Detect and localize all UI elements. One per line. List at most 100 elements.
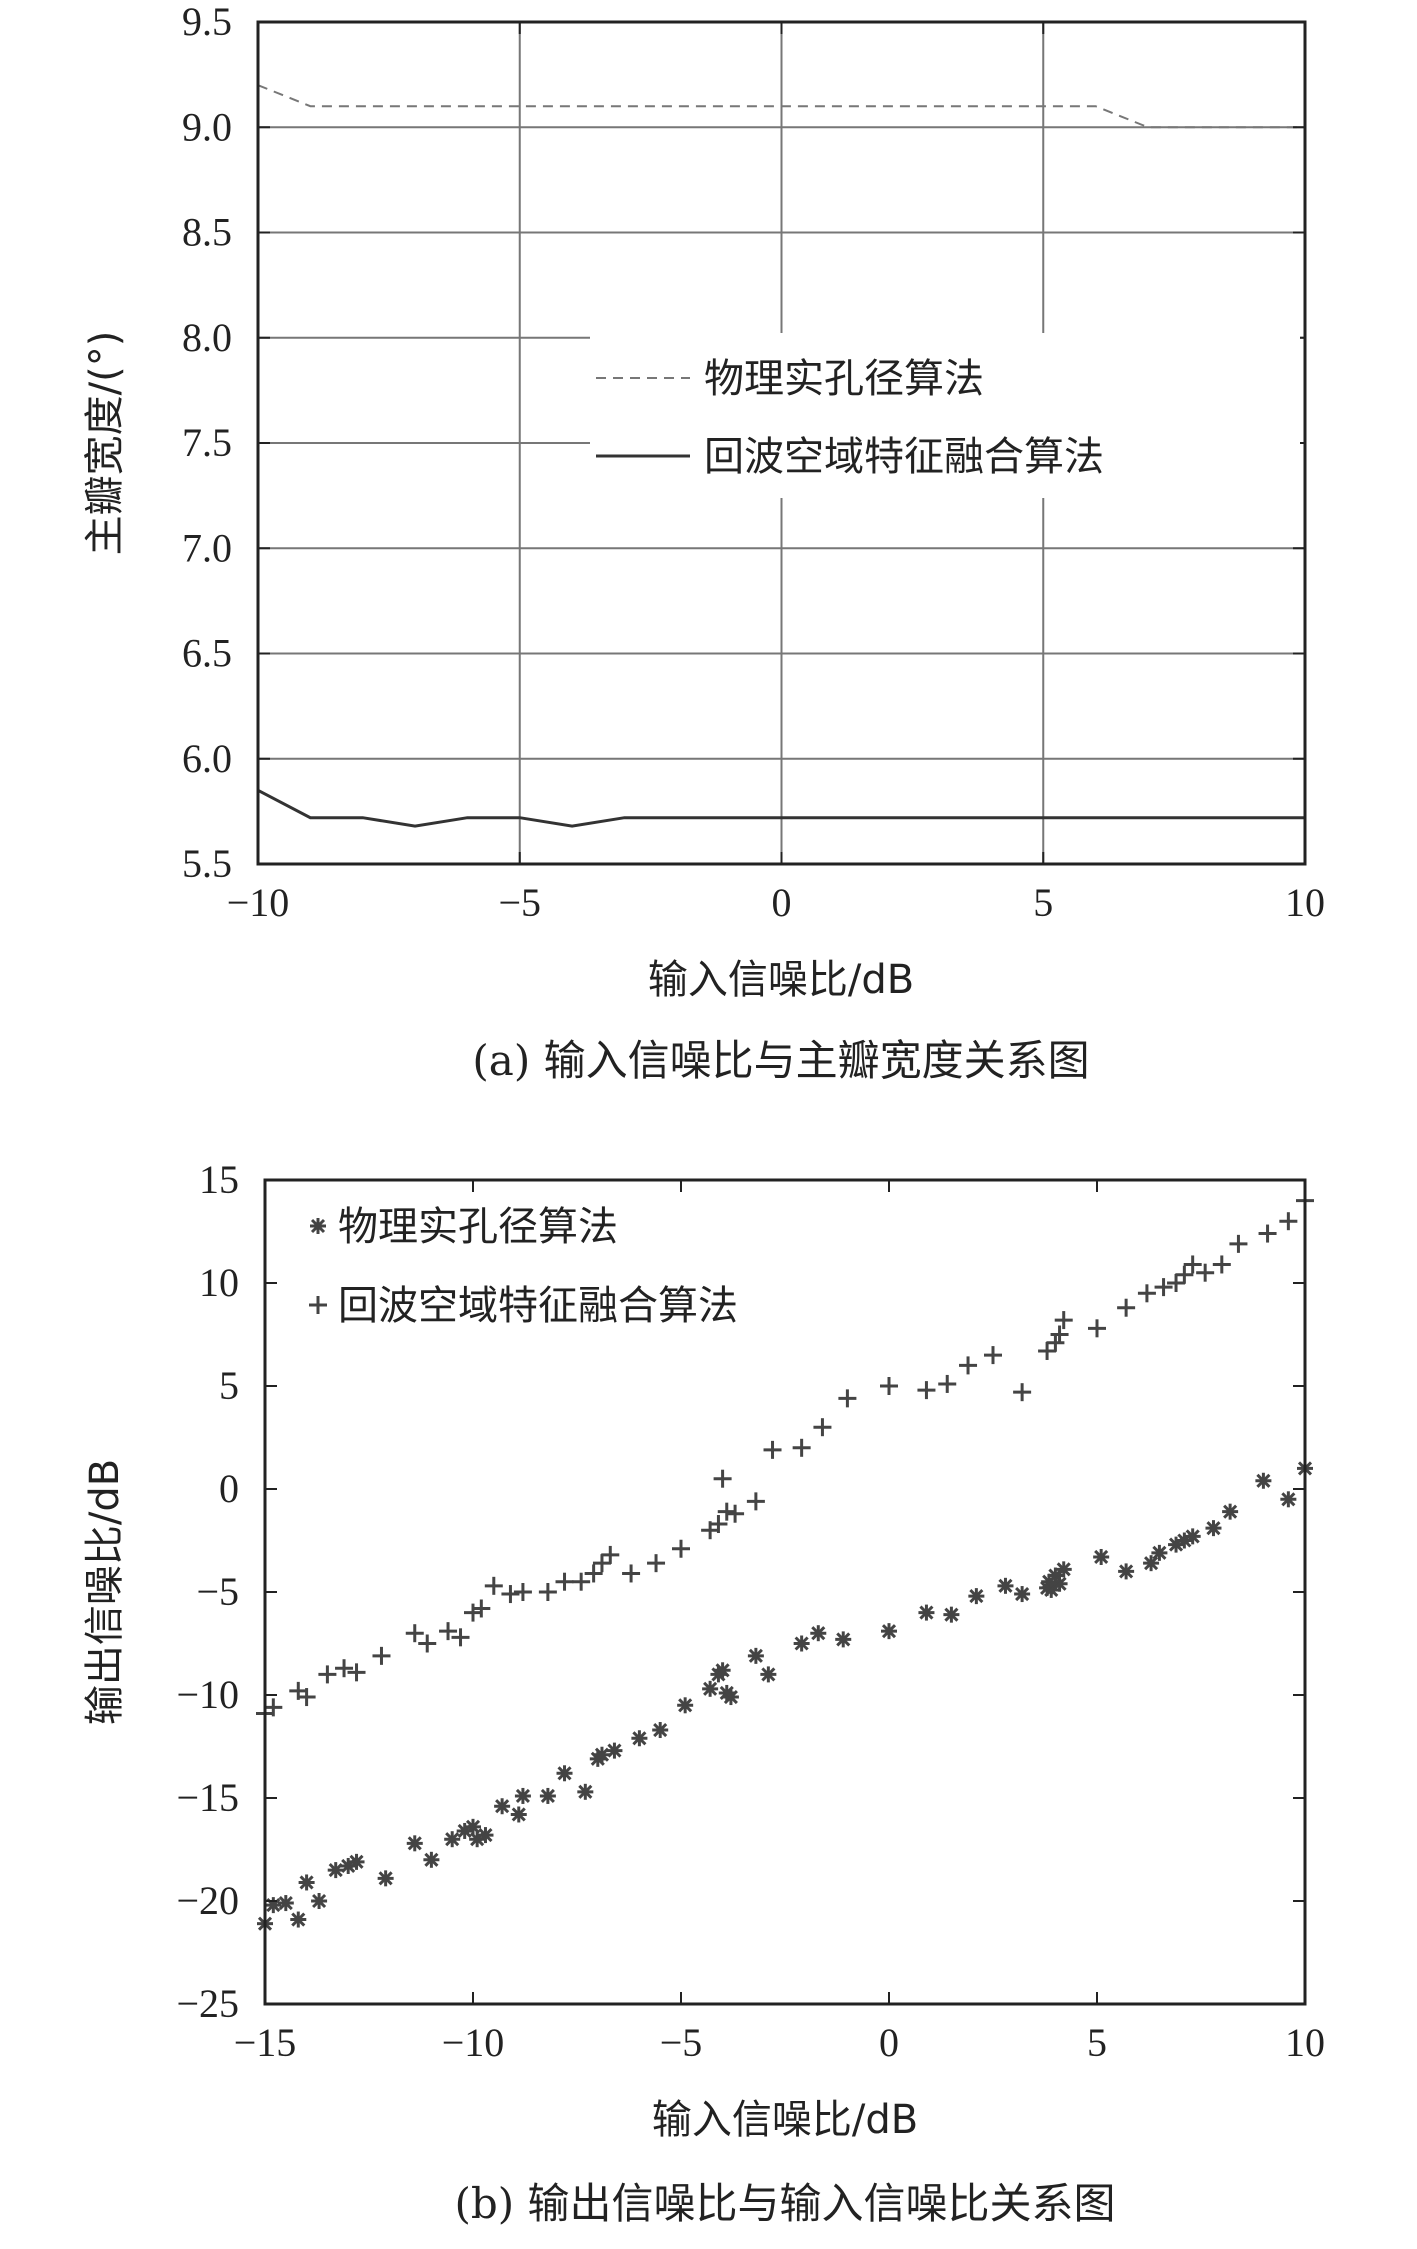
asterisk-point bbox=[1205, 1520, 1222, 1537]
asterisk-point bbox=[722, 1689, 739, 1706]
panel-b-ytick-label: −25 bbox=[176, 1981, 239, 2026]
plus-point bbox=[746, 1492, 765, 1511]
plus-point bbox=[792, 1438, 811, 1457]
panel-a-ytick-label: 6.0 bbox=[182, 736, 232, 781]
asterisk-point bbox=[510, 1806, 527, 1823]
asterisk-point bbox=[1143, 1555, 1160, 1572]
plus-point bbox=[513, 1583, 532, 1601]
panel-a-xtick-label: −5 bbox=[498, 880, 541, 925]
panel-b-ytick-label: −5 bbox=[196, 1569, 239, 1614]
panel-b-ytick-label: −20 bbox=[176, 1878, 239, 1923]
plus-point bbox=[1117, 1298, 1136, 1317]
plus-point bbox=[713, 1469, 732, 1488]
asterisk-point bbox=[793, 1635, 810, 1652]
asterisk-point bbox=[514, 1787, 531, 1804]
panel-b-xtick-label: −15 bbox=[234, 2020, 297, 2065]
plus-point bbox=[622, 1564, 641, 1583]
panel-b-xtick-label: 5 bbox=[1087, 2020, 1107, 2065]
asterisk-point bbox=[1118, 1563, 1135, 1580]
plus-point bbox=[347, 1663, 366, 1682]
asterisk-point bbox=[465, 1818, 481, 1835]
panel-a-ytick-label: 7.5 bbox=[182, 420, 232, 465]
asterisk-point bbox=[290, 1911, 307, 1928]
panel-b-ytick-label: 5 bbox=[219, 1363, 239, 1408]
asterisk-point bbox=[714, 1662, 731, 1679]
asterisk-point bbox=[1280, 1491, 1297, 1508]
series-physical-aperture-line bbox=[257, 84, 1305, 129]
plus-point bbox=[601, 1545, 620, 1564]
asterisk-point bbox=[631, 1730, 648, 1747]
panel-b-caption: (b) 输出信噪比与输入信噪比关系图 bbox=[454, 2179, 1115, 2228]
panel-b-scatter-chart: −15 −10 −5 0 5 10 −25 −20 −15 −10 −5 0 5 10 15 物理实孔径算法… bbox=[82, 1157, 1325, 2228]
plus-point bbox=[726, 1504, 745, 1523]
panel-b-legend-label-2: 回波空域特征融合算法 bbox=[338, 1283, 738, 1329]
asterisk-point bbox=[277, 1895, 294, 1912]
plus-point bbox=[555, 1572, 574, 1591]
plus-point bbox=[1054, 1311, 1073, 1330]
plus-point bbox=[318, 1665, 337, 1684]
panel-b-series bbox=[256, 1191, 1314, 1932]
panel-a-xlabel: 输入信噪比/dB bbox=[648, 957, 914, 1003]
asterisk-point bbox=[918, 1604, 935, 1621]
plus-point bbox=[1038, 1341, 1057, 1360]
asterisk-point bbox=[298, 1874, 315, 1891]
asterisk-point bbox=[881, 1623, 897, 1640]
panel-a-legend-label-1: 物理实孔径算法 bbox=[704, 356, 984, 402]
asterisk-point bbox=[406, 1835, 423, 1852]
asterisk-point bbox=[1151, 1544, 1168, 1561]
plus-point bbox=[592, 1554, 611, 1573]
plus-point bbox=[405, 1624, 424, 1643]
asterisk-point bbox=[477, 1827, 494, 1844]
panel-b-xtick-label: 10 bbox=[1285, 2020, 1325, 2065]
panel-a-caption: (a) 输入信噪比与主瓣宽度关系图 bbox=[472, 1036, 1089, 1085]
plus-point bbox=[1229, 1234, 1248, 1253]
asterisk-point bbox=[1055, 1561, 1072, 1578]
plus-point bbox=[880, 1377, 898, 1395]
legend-plus-marker bbox=[309, 1296, 327, 1314]
plus-point bbox=[484, 1576, 503, 1595]
asterisk-point bbox=[1014, 1586, 1031, 1603]
panel-b-ticks bbox=[264, 1179, 1306, 2005]
asterisk-point bbox=[593, 1746, 610, 1763]
asterisk-point bbox=[577, 1783, 594, 1800]
asterisk-point bbox=[606, 1742, 623, 1759]
plus-point bbox=[584, 1564, 603, 1583]
plus-point bbox=[1167, 1274, 1186, 1292]
panel-a-xtick-label: 5 bbox=[1033, 880, 1053, 925]
panel-a-ytick-label: 6.5 bbox=[182, 631, 232, 676]
panel-a-xtick-label: 10 bbox=[1285, 880, 1325, 925]
asterisk-point bbox=[968, 1588, 985, 1605]
series-echo-fusion-line bbox=[257, 788, 1305, 828]
panel-b-xtick-label: 0 bbox=[879, 2020, 899, 2065]
panel-b-ylabel: 输出信噪比/dB bbox=[82, 1459, 128, 1725]
panel-b-ytick-label: 10 bbox=[199, 1260, 239, 1305]
panel-a-legend-label-2: 回波空域特征融合算法 bbox=[704, 434, 1104, 480]
plus-point bbox=[451, 1628, 470, 1647]
plus-point bbox=[1196, 1263, 1215, 1282]
plus-point bbox=[1050, 1325, 1069, 1344]
asterisk-point bbox=[539, 1787, 556, 1804]
asterisk-point bbox=[423, 1851, 440, 1868]
panel-a-tick-labels: −10 −5 0 5 10 5.5 6.0 6.5 7.0 7.5 8.0 8.5 9.0 9.5 bbox=[182, 0, 1325, 925]
plus-point bbox=[1279, 1212, 1298, 1231]
plus-point bbox=[672, 1539, 690, 1558]
plus-point bbox=[439, 1622, 458, 1641]
panel-a-xtick-label: −10 bbox=[227, 880, 290, 925]
plus-point bbox=[763, 1440, 782, 1459]
asterisk-point bbox=[760, 1666, 777, 1683]
plus-point bbox=[1154, 1278, 1173, 1297]
asterisk-point bbox=[556, 1765, 573, 1782]
plus-point bbox=[1137, 1284, 1156, 1303]
plus-point bbox=[838, 1389, 857, 1408]
asterisk-point bbox=[997, 1577, 1014, 1594]
panel-a-ytick-label: 9.5 bbox=[182, 0, 232, 44]
asterisk-point bbox=[1051, 1575, 1068, 1592]
plus-point bbox=[647, 1554, 666, 1573]
plus-point bbox=[1013, 1383, 1032, 1402]
asterisk-point bbox=[943, 1606, 960, 1623]
panel-a-ytick-label: 7.0 bbox=[182, 525, 232, 570]
panel-a-ylabel: 主瓣宽度/(°) bbox=[82, 331, 128, 556]
asterisk-point bbox=[348, 1853, 365, 1870]
plus-point bbox=[1088, 1319, 1106, 1338]
asterisk-point bbox=[1222, 1503, 1239, 1520]
